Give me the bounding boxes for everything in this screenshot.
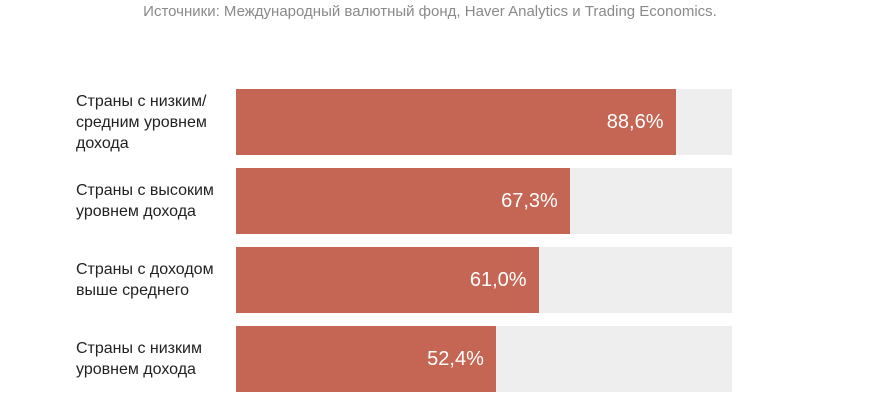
value-label: 61,0% [469, 269, 527, 291]
category-label: Страны с низким/ средним уровнем дохода [76, 92, 207, 152]
bar-track: 52,4% [236, 326, 732, 392]
bar-row: Страны с высоким уровнем дохода 67,3% [0, 168, 870, 234]
category-label: Страны с низким уровнем дохода [76, 340, 202, 378]
value-label: 52,4% [427, 348, 484, 370]
category-label: Страны с высоким уровнем дохода [76, 182, 214, 220]
bar: 61,0% [236, 247, 539, 313]
value-label: 88,6% [606, 111, 664, 133]
bar-row: Страны с низким/ средним уровнем дохода 8… [0, 89, 870, 155]
bar: 52,4% [236, 326, 496, 392]
category-label: Страны с доходом выше среднего [76, 261, 214, 299]
bar-track: 67,3% [236, 168, 732, 234]
bar-row: Страны с доходом выше среднего 61,0% [0, 247, 870, 313]
source-note: Источники: Международный валютный фонд, … [143, 3, 717, 20]
bar-track: 88,6% [236, 89, 732, 155]
value-label: 67,3% [501, 190, 558, 212]
bar: 67,3% [236, 168, 570, 234]
bar-row: Страны с низким уровнем дохода 52,4% [0, 326, 870, 392]
bar: 88,6% [236, 89, 676, 155]
bar-track: 61,0% [236, 247, 732, 313]
